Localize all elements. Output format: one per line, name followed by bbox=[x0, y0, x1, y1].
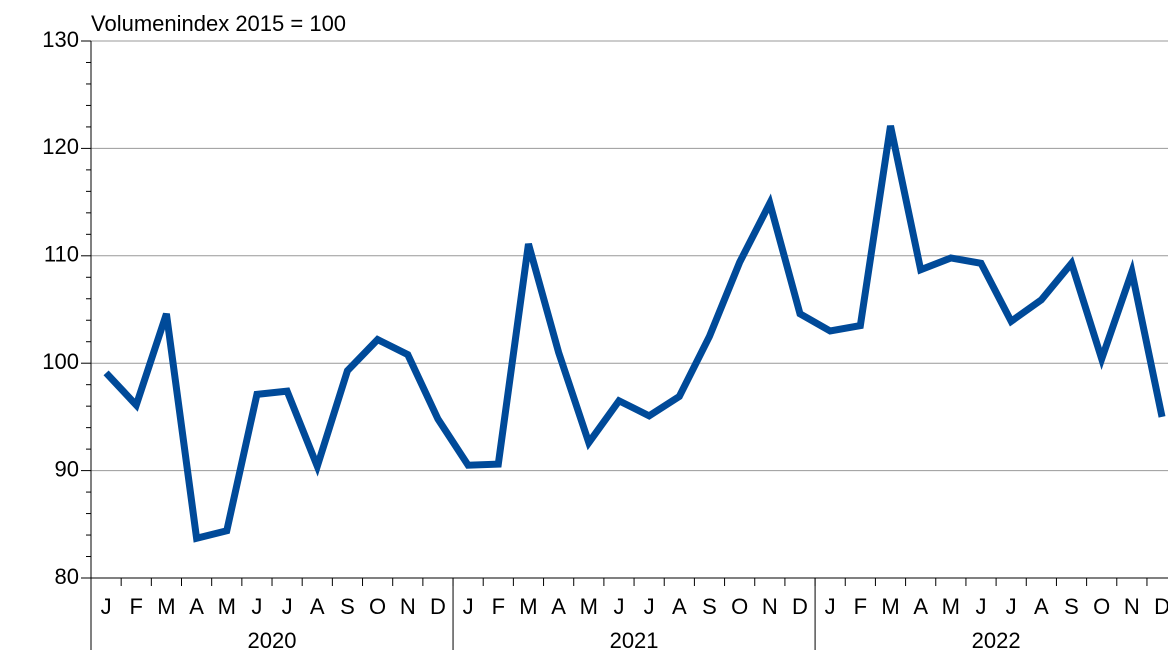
y-tick-label: 110 bbox=[44, 242, 79, 267]
x-tick-label: J bbox=[1006, 594, 1017, 619]
x-tick-label: A bbox=[1034, 594, 1049, 619]
x-tick-label: M bbox=[157, 594, 175, 619]
x-tick-label: A bbox=[672, 594, 687, 619]
x-tick-label: J bbox=[463, 594, 474, 619]
x-tick-label: F bbox=[492, 594, 505, 619]
x-tick-label: J bbox=[613, 594, 624, 619]
x-tick-label: J bbox=[251, 594, 262, 619]
y-axis-label: Volumenindex 2015 = 100 bbox=[91, 11, 346, 36]
x-tick-label: J bbox=[101, 594, 112, 619]
x-tick-label: M bbox=[519, 594, 537, 619]
x-tick-label: F bbox=[854, 594, 867, 619]
x-tick-label: A bbox=[310, 594, 325, 619]
x-tick-label: M bbox=[580, 594, 598, 619]
x-tick-label: N bbox=[400, 594, 416, 619]
y-tick-label: 80 bbox=[55, 564, 79, 589]
x-tick-label: D bbox=[792, 594, 808, 619]
y-tick-label: 100 bbox=[42, 349, 79, 374]
x-tick-label: S bbox=[702, 594, 717, 619]
y-tick-label: 90 bbox=[55, 456, 79, 481]
group-label: 2021 bbox=[610, 628, 659, 653]
x-tick-label: S bbox=[340, 594, 355, 619]
group-label: 2020 bbox=[248, 628, 297, 653]
x-tick-label: J bbox=[825, 594, 836, 619]
x-tick-label: D bbox=[1154, 594, 1168, 619]
x-tick-label: N bbox=[1124, 594, 1140, 619]
x-tick-label: J bbox=[644, 594, 655, 619]
x-tick-label: O bbox=[731, 594, 748, 619]
x-tick-label: O bbox=[1093, 594, 1110, 619]
x-tick-label: M bbox=[881, 594, 899, 619]
x-tick-label: O bbox=[369, 594, 386, 619]
x-tick-label: M bbox=[942, 594, 960, 619]
x-tick-label: D bbox=[430, 594, 446, 619]
data-line bbox=[103, 125, 1166, 543]
y-tick-label: 120 bbox=[42, 134, 79, 159]
x-tick-label: S bbox=[1064, 594, 1079, 619]
x-tick-label: J bbox=[976, 594, 987, 619]
x-tick-label: A bbox=[551, 594, 566, 619]
x-tick-label: M bbox=[218, 594, 236, 619]
group-label: 2022 bbox=[972, 628, 1021, 653]
x-tick-label: F bbox=[130, 594, 143, 619]
x-tick-label: J bbox=[282, 594, 293, 619]
x-tick-label: N bbox=[762, 594, 778, 619]
x-tick-label: A bbox=[189, 594, 204, 619]
y-tick-label: 130 bbox=[42, 27, 79, 52]
x-tick-label: A bbox=[913, 594, 928, 619]
